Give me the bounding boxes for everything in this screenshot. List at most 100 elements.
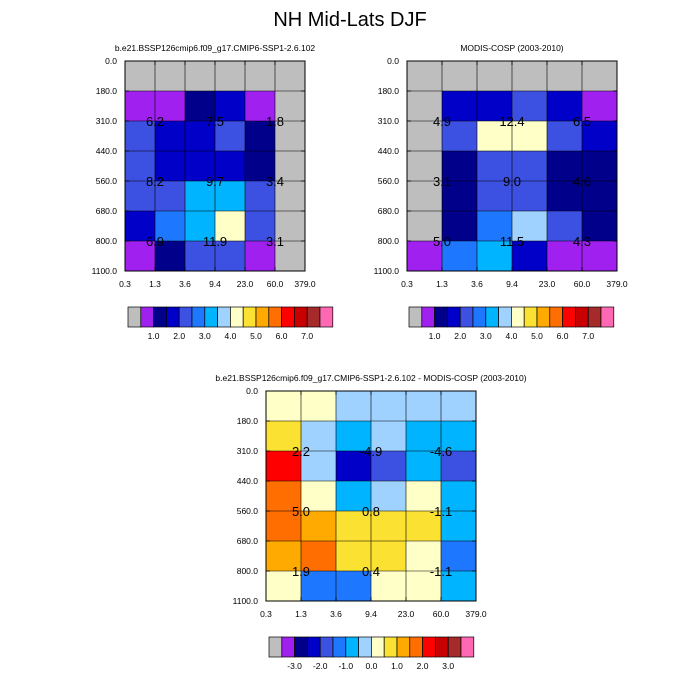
cell-value-label: 0.4 xyxy=(362,564,380,579)
cell-value-label: 1.8 xyxy=(266,114,284,129)
colorbar-box xyxy=(281,306,295,328)
cell-value-label: 9.0 xyxy=(503,174,521,189)
colorbar-label: 4.0 xyxy=(505,331,517,341)
y-tick-label: 440.0 xyxy=(237,476,259,486)
x-tick-label: 1.3 xyxy=(295,609,307,619)
heatmap-cell xyxy=(441,571,477,602)
heatmap-cell xyxy=(406,541,442,572)
colorbar-box xyxy=(242,306,257,328)
colorbar-label: 2.0 xyxy=(173,331,185,341)
x-tick-label: 9.4 xyxy=(209,279,221,289)
colorbar-label: -2.0 xyxy=(313,661,328,671)
x-tick-label: 379.0 xyxy=(606,279,628,289)
heatmap-cell xyxy=(441,391,477,422)
heatmap-cell xyxy=(275,211,306,242)
colorbar-box xyxy=(281,636,295,658)
heatmap-cell xyxy=(512,211,548,242)
colorbar-box xyxy=(460,636,475,658)
y-tick-label: 180.0 xyxy=(378,86,400,96)
heatmap-cell xyxy=(406,571,442,602)
heatmap-cell xyxy=(442,121,478,152)
cell-value-label: 8.2 xyxy=(146,174,164,189)
heatmap-cell xyxy=(477,91,513,122)
heatmap-cell xyxy=(125,151,156,182)
heatmap-cell xyxy=(407,121,443,152)
colorbar-label: -3.0 xyxy=(287,661,302,671)
heatmap-cell xyxy=(155,181,186,212)
cell-value-label: 4.6 xyxy=(573,174,591,189)
colorbar-label: 0.0 xyxy=(365,661,377,671)
colorbar-box xyxy=(523,306,538,328)
y-tick-label: 680.0 xyxy=(378,206,400,216)
heatmap-cell xyxy=(582,211,618,242)
x-tick-label: 0.3 xyxy=(260,609,272,619)
colorbar-box xyxy=(422,636,436,658)
colorbar-box xyxy=(575,306,589,328)
colorbar-box xyxy=(421,306,435,328)
colorbar-label: 3.0 xyxy=(199,331,211,341)
heatmap-cell xyxy=(547,211,583,242)
panel-title: MODIS-COSP (2003-2010) xyxy=(460,43,563,53)
heatmap-cell xyxy=(547,61,583,92)
y-tick-label: 310.0 xyxy=(378,116,400,126)
y-tick-label: 0.0 xyxy=(246,386,258,396)
heatmap-cell xyxy=(547,181,583,212)
cell-value-label: -1.1 xyxy=(430,564,452,579)
heatmap-cell xyxy=(407,241,443,272)
colorbar-label: 1.0 xyxy=(429,331,441,341)
colorbar-box xyxy=(166,306,180,328)
colorbar-box xyxy=(371,636,385,658)
colorbar-box xyxy=(472,306,487,328)
colorbar-box xyxy=(549,306,563,328)
heatmap-cell xyxy=(125,181,156,212)
heatmap-cell xyxy=(301,511,337,542)
heatmap-cell xyxy=(582,241,618,272)
heatmap-cell xyxy=(185,181,216,212)
heatmap-cell xyxy=(406,481,442,512)
heatmap-cell xyxy=(582,121,618,152)
cell-value-label: 1.9 xyxy=(292,564,310,579)
heatmap-cell xyxy=(371,541,407,572)
x-tick-label: 60.0 xyxy=(574,279,591,289)
x-tick-label: 0.3 xyxy=(119,279,131,289)
heatmap-cell xyxy=(155,121,186,152)
heatmap-cell xyxy=(185,61,216,92)
heatmap-cell xyxy=(442,241,478,272)
colorbar-label: 4.0 xyxy=(224,331,236,341)
x-tick-label: 3.6 xyxy=(179,279,191,289)
heatmap-cell xyxy=(441,541,477,572)
colorbar-box xyxy=(319,306,334,328)
heatmap-cell xyxy=(371,511,407,542)
colorbar-label: -1.0 xyxy=(338,661,353,671)
heatmap-cell xyxy=(245,61,276,92)
heatmap-cell xyxy=(512,91,548,122)
heatmap-cell xyxy=(582,61,618,92)
heatmap-cell xyxy=(582,181,618,212)
heatmap-cell xyxy=(407,61,443,92)
y-tick-label: 800.0 xyxy=(378,236,400,246)
heatmap-cell xyxy=(407,151,443,182)
heatmap-cell xyxy=(441,511,477,542)
cell-value-label: 4.3 xyxy=(573,234,591,249)
y-tick-label: 800.0 xyxy=(237,566,259,576)
colorbar-box xyxy=(306,306,321,328)
colorbar-label: 3.0 xyxy=(480,331,492,341)
x-tick-label: 9.4 xyxy=(365,609,377,619)
x-tick-label: 379.0 xyxy=(465,609,487,619)
y-tick-label: 560.0 xyxy=(237,506,259,516)
cell-value-label: 5.0 xyxy=(433,234,451,249)
heatmap-cell xyxy=(266,391,302,422)
colorbar-label: 6.0 xyxy=(557,331,569,341)
panel-title: b.e21.BSSP126cmip6.f09_g17.CMIP6-SSP1-2.… xyxy=(215,373,526,383)
heatmap-cell xyxy=(215,151,246,182)
x-tick-label: 1.3 xyxy=(149,279,161,289)
heatmap-cell xyxy=(336,511,372,542)
colorbar-box xyxy=(204,306,218,328)
cell-value-label: 5.0 xyxy=(292,504,310,519)
heatmap-cell xyxy=(301,391,337,422)
heatmap-cell xyxy=(185,241,216,272)
x-tick-label: 3.6 xyxy=(471,279,483,289)
heatmap-cell xyxy=(301,451,337,482)
heatmap-cell xyxy=(275,91,306,122)
heatmap-cell xyxy=(301,481,337,512)
